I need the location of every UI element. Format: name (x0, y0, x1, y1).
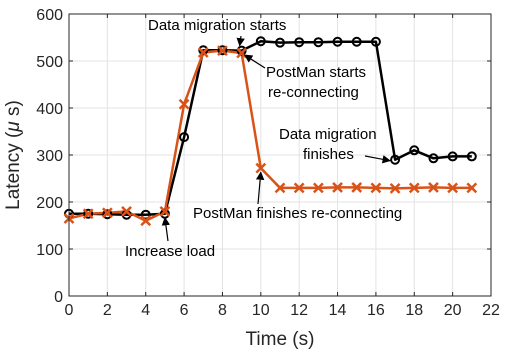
annotation-line: PostMan starts (266, 64, 366, 81)
series-2-point (255, 162, 267, 174)
series-1-point (390, 154, 401, 165)
series-2-point (389, 182, 401, 194)
series-2-point (82, 208, 94, 220)
y-tick-label: 0 (54, 289, 63, 306)
series-2-point (274, 182, 286, 194)
annotation-line: Data migration starts (148, 17, 286, 34)
series-2-point (217, 45, 228, 57)
series-1-point (83, 208, 94, 219)
series-1-point (428, 153, 439, 164)
series-2-point (101, 207, 113, 219)
y-tick-label: 400 (36, 101, 63, 118)
series-2-point (447, 182, 459, 194)
x-tick-label: 16 (367, 302, 385, 319)
x-axis-title: Time (s) (246, 329, 315, 350)
series-1-point (217, 45, 228, 56)
axis-ticks: 0 2 4 6 8 10 12 14 16 18 20 22 0 100 200 300 400 500 600 (36, 7, 500, 319)
annotation-2-label: PostMan starts re-connecting (266, 64, 366, 101)
series-2-point (332, 182, 343, 193)
series-1-point (409, 145, 420, 156)
series-2-point (140, 215, 152, 227)
series-1-point (255, 36, 266, 47)
series-2-point (178, 98, 190, 110)
y-tick-label: 200 (36, 195, 63, 212)
series-2-point (159, 206, 171, 217)
series-1-point (351, 36, 362, 47)
x-tick-label: 22 (482, 302, 500, 319)
series-2-line (68, 49, 472, 223)
x-tick-label: 12 (290, 302, 308, 319)
annotation-4-arrow (255, 171, 265, 205)
x-tick-label: 20 (444, 302, 462, 319)
annotation-1-arrow (236, 35, 245, 47)
y-tick-label: 600 (36, 7, 63, 24)
x-tick-label: 14 (329, 302, 347, 319)
series-1-point (294, 37, 305, 48)
y-axis-title-mu: μ (3, 121, 24, 133)
series-1-point (466, 151, 477, 162)
annotation-3-label: Data migration finishes (279, 126, 377, 163)
series-2-point (351, 182, 363, 193)
series-2-point (428, 182, 439, 193)
series-2-point (293, 182, 305, 194)
y-axis-title-prefix: Latency ( (3, 131, 24, 210)
x-tick-label: 8 (218, 302, 227, 319)
annotation-line: finishes (303, 146, 354, 163)
annotation-line: Increase load (125, 243, 215, 260)
series-1-point (140, 209, 151, 220)
series-markers (63, 36, 478, 227)
y-tick-label: 300 (36, 148, 63, 165)
annotation-5-label: Increase load (125, 243, 215, 260)
series-1-point (313, 37, 324, 48)
series-2-point (312, 182, 324, 194)
annotation-2-arrow (243, 54, 266, 69)
series-1-point (370, 36, 381, 47)
series-2-point (370, 182, 382, 194)
annotation-line: PostMan finishes re-connecting (193, 205, 402, 222)
series-lines (68, 40, 472, 223)
y-tick-label: 100 (36, 242, 63, 259)
x-tick-label: 2 (103, 302, 112, 319)
series-2-point (466, 182, 478, 194)
series-2-point (121, 206, 132, 217)
series-1-point (102, 209, 113, 220)
annotation-line: re-connecting (268, 84, 359, 101)
y-axis-title: Latency (μ s) (3, 100, 24, 210)
annotations: Data migration starts PostMan starts re-co… (125, 17, 402, 260)
annotation-4-label: PostMan finishes re-connecting (193, 205, 402, 222)
annotation-line: Data migration (279, 126, 377, 143)
x-tick-label: 0 (65, 302, 74, 319)
annotation-3-arrow (364, 155, 391, 164)
y-tick-label: 500 (36, 54, 63, 71)
series-1-point (179, 132, 190, 143)
x-tick-label: 10 (252, 302, 270, 319)
series-2-point (408, 182, 420, 194)
x-tick-label: 4 (141, 302, 150, 319)
annotation-5-arrow (161, 216, 171, 242)
series-1-point (332, 36, 343, 47)
x-tick-label: 18 (405, 302, 423, 319)
series-1-line (69, 40, 472, 216)
series-1-point (275, 37, 285, 48)
y-axis-title-suffix: s) (3, 100, 24, 121)
annotation-1-label: Data migration starts (148, 17, 286, 34)
x-tick-label: 6 (180, 302, 189, 319)
series-2-point (197, 47, 209, 58)
series-1-point (447, 151, 458, 162)
